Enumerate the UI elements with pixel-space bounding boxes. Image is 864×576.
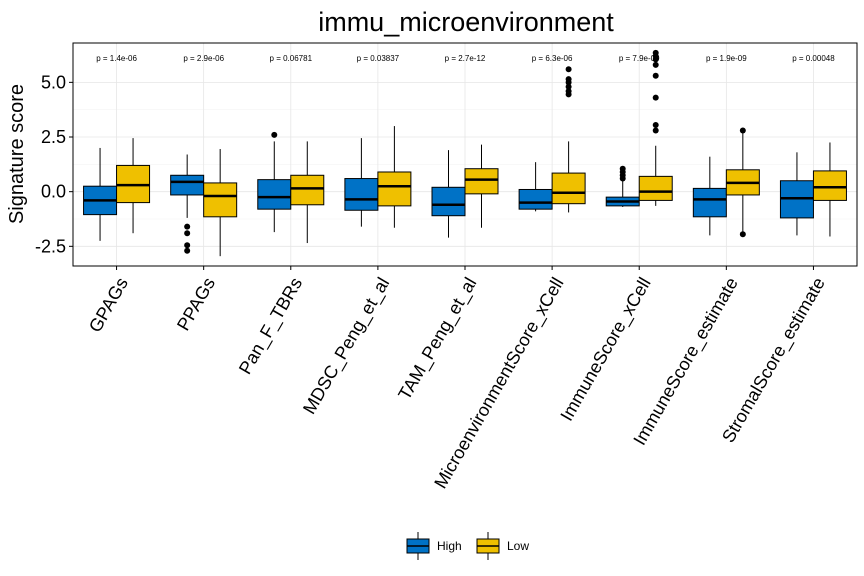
- outlier-point: [271, 131, 278, 138]
- box-high-8: [779, 152, 814, 236]
- box-high-3: [344, 138, 379, 227]
- box-body: [257, 179, 292, 210]
- box-body: [692, 187, 727, 218]
- outlier-point: [565, 83, 572, 90]
- outlier-point: [652, 127, 659, 134]
- box-series: [83, 49, 847, 257]
- outlier-point: [184, 247, 191, 254]
- box-low-4: [464, 144, 499, 228]
- box-high-6: [605, 165, 640, 207]
- x-tick-label: ImmuneScore_xCell: [556, 274, 655, 425]
- outlier-point: [652, 61, 659, 68]
- box-low-6: [638, 49, 673, 206]
- box-low-1: [203, 149, 238, 257]
- box-low-3: [377, 126, 412, 228]
- y-axis-label: Signature score: [6, 84, 28, 224]
- box-body: [344, 178, 379, 211]
- y-axis: -2.5 0.0 2.5 5.0: [35, 72, 73, 256]
- box-low-2: [290, 141, 325, 244]
- box-body: [431, 186, 466, 217]
- p-value-label: p = 1.9e-09: [706, 54, 747, 63]
- box-body: [518, 188, 553, 210]
- chart-title: immu_microenvironment: [318, 7, 614, 37]
- x-tick-label: GPAGs: [85, 274, 132, 336]
- x-tick-label: StromalScore_estimate: [718, 274, 830, 447]
- outlier-point: [565, 66, 572, 73]
- y-tick-label: 0.0: [41, 182, 66, 202]
- box-high-7: [692, 156, 727, 236]
- p-value-label: p = 0.03837: [357, 54, 400, 63]
- legend-key-low: [476, 532, 500, 560]
- box-low-0: [116, 138, 151, 234]
- outlier-point: [565, 76, 572, 83]
- p-value-label: p = 2.7e-12: [445, 54, 486, 63]
- box-body: [170, 174, 205, 196]
- outlier-point: [652, 94, 659, 101]
- legend: High Low: [406, 532, 529, 560]
- box-body: [812, 170, 847, 201]
- box-high-2: [257, 131, 292, 233]
- box-high-0: [83, 147, 118, 241]
- p-value-label: p = 2.9e-06: [183, 54, 224, 63]
- grid-lines: [73, 43, 857, 266]
- outlier-point: [184, 242, 191, 249]
- y-tick-label: -2.5: [35, 236, 66, 256]
- box-low-8: [812, 142, 847, 237]
- box-body: [377, 171, 412, 207]
- box-body: [638, 175, 673, 201]
- x-tick-label: Pan_F_TBRs: [235, 274, 307, 378]
- outlier-point: [184, 230, 191, 237]
- p-value-label: p = 0.06781: [270, 54, 313, 63]
- y-tick-label: 2.5: [41, 127, 66, 147]
- outlier-point: [619, 165, 626, 172]
- x-tick-label: TAM_Peng_et_al: [394, 274, 481, 404]
- outlier-point: [739, 231, 746, 238]
- p-value-label: p = 0.00048: [792, 54, 835, 63]
- box-low-7: [725, 127, 760, 238]
- y-tick-label: 5.0: [41, 72, 66, 92]
- outlier-point: [565, 88, 572, 95]
- p-value-label: p = 7.9e-09: [619, 54, 660, 63]
- box-body: [464, 168, 499, 195]
- p-value-labels: p = 1.4e-06 p = 2.9e-06 p = 0.06781 p = 0.0…: [96, 54, 835, 63]
- box-high-5: [518, 162, 553, 212]
- x-tick-label: MDSC_Peng_et_al: [299, 274, 394, 418]
- box-body: [290, 174, 325, 206]
- box-low-5: [551, 66, 586, 213]
- box-high-1: [170, 154, 205, 254]
- x-tick-label: PPAGs: [173, 274, 219, 334]
- box-body: [203, 182, 238, 218]
- outlier-point: [652, 49, 659, 56]
- legend-label: Low: [507, 539, 529, 553]
- box-body: [551, 172, 586, 205]
- box-high-4: [431, 150, 466, 238]
- p-value-label: p = 1.4e-06: [96, 54, 137, 63]
- outlier-point: [739, 127, 746, 134]
- legend-key-high: [406, 532, 430, 560]
- outlier-point: [184, 223, 191, 230]
- outlier-point: [652, 121, 659, 128]
- outlier-point: [652, 72, 659, 79]
- p-value-label: p = 6.3e-06: [532, 54, 573, 63]
- legend-label: High: [437, 539, 462, 553]
